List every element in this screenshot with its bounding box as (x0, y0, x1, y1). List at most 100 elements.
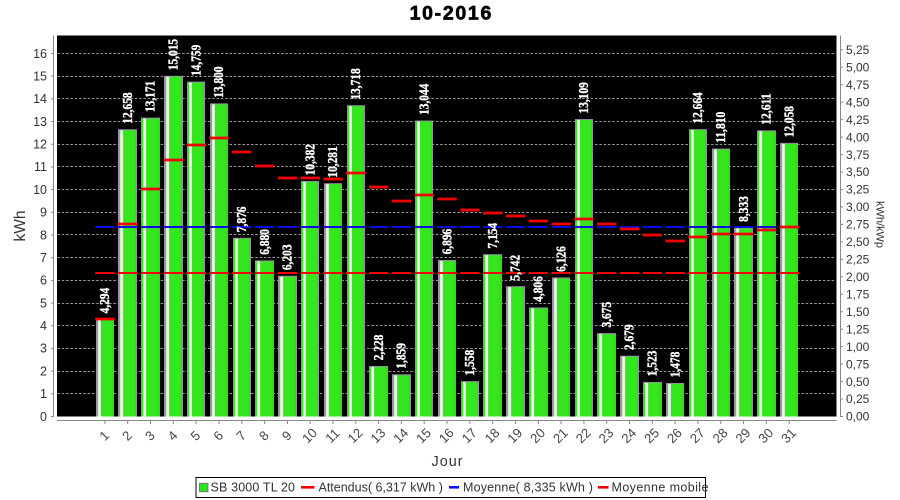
svg-text:4,294: 4,294 (97, 287, 112, 313)
svg-text:kWh/kWp: kWh/kWp (874, 201, 886, 248)
svg-text:3,75: 3,75 (846, 148, 870, 162)
svg-text:14,759: 14,759 (188, 44, 203, 76)
svg-text:15,015: 15,015 (166, 39, 181, 71)
svg-text:6: 6 (210, 428, 226, 444)
svg-text:0,50: 0,50 (846, 375, 870, 389)
svg-text:26: 26 (664, 425, 685, 446)
svg-text:3,675: 3,675 (599, 301, 614, 327)
svg-text:10,281: 10,281 (325, 146, 340, 177)
svg-text:10: 10 (299, 425, 320, 446)
svg-text:12,658: 12,658 (120, 92, 135, 124)
svg-text:12,611: 12,611 (759, 93, 774, 124)
svg-text:1: 1 (96, 428, 112, 444)
svg-text:13,718: 13,718 (348, 68, 363, 100)
svg-text:18: 18 (482, 425, 503, 446)
svg-text:kWh: kWh (12, 211, 29, 242)
svg-text:6,203: 6,203 (280, 244, 295, 270)
svg-text:25: 25 (641, 425, 662, 446)
svg-text:4,806: 4,806 (530, 276, 545, 302)
svg-text:15: 15 (413, 425, 434, 446)
svg-text:14: 14 (33, 92, 47, 106)
svg-text:1,50: 1,50 (846, 305, 870, 319)
svg-text:2: 2 (40, 364, 47, 378)
svg-text:31: 31 (778, 425, 799, 446)
svg-text:12: 12 (345, 425, 366, 446)
svg-text:5: 5 (40, 296, 47, 310)
svg-text:1,75: 1,75 (846, 288, 870, 302)
svg-text:2,25: 2,25 (846, 253, 870, 267)
svg-text:Moyenne mobile: Moyenne mobile (612, 481, 709, 495)
svg-text:4,00: 4,00 (846, 130, 870, 144)
svg-text:7: 7 (233, 428, 249, 444)
svg-text:5: 5 (188, 428, 204, 444)
svg-text:13,109: 13,109 (576, 82, 591, 114)
svg-text:1,523: 1,523 (645, 350, 660, 376)
svg-text:12,664: 12,664 (690, 92, 705, 124)
svg-text:2,228: 2,228 (371, 334, 386, 360)
svg-text:13,044: 13,044 (416, 83, 431, 115)
svg-text:3: 3 (142, 428, 158, 444)
svg-text:3,25: 3,25 (846, 183, 870, 197)
svg-text:Attendus( 6,317 kWh ): Attendus( 6,317 kWh ) (319, 481, 443, 495)
svg-text:24: 24 (618, 425, 639, 446)
svg-text:0,00: 0,00 (846, 410, 870, 424)
svg-text:27: 27 (687, 425, 708, 446)
svg-text:2,75: 2,75 (846, 218, 870, 232)
svg-text:0,25: 0,25 (846, 392, 870, 406)
svg-text:7: 7 (40, 251, 47, 265)
svg-text:22: 22 (573, 425, 594, 446)
svg-text:Jour: Jour (432, 454, 464, 470)
svg-text:29: 29 (732, 425, 753, 446)
svg-text:8: 8 (40, 228, 47, 242)
svg-text:3,50: 3,50 (846, 165, 870, 179)
svg-text:6,126: 6,126 (553, 246, 568, 272)
svg-text:10: 10 (33, 183, 47, 197)
svg-text:13,800: 13,800 (211, 66, 226, 98)
svg-text:17: 17 (459, 425, 480, 446)
svg-text:4,50: 4,50 (846, 95, 870, 109)
svg-text:3,00: 3,00 (846, 200, 870, 214)
svg-text:14: 14 (390, 425, 411, 446)
svg-text:21: 21 (550, 425, 571, 446)
svg-text:0: 0 (40, 410, 47, 424)
svg-text:1,478: 1,478 (667, 351, 682, 377)
svg-text:6: 6 (40, 274, 47, 288)
svg-text:9: 9 (40, 206, 47, 220)
svg-text:4,75: 4,75 (846, 78, 870, 92)
svg-text:Moyenne( 8,335 kWh ): Moyenne( 8,335 kWh ) (463, 481, 593, 495)
svg-text:30: 30 (755, 425, 776, 446)
svg-text:11: 11 (322, 426, 342, 446)
svg-text:1,00: 1,00 (846, 340, 870, 354)
svg-text:13,171: 13,171 (143, 81, 158, 112)
svg-text:6,896: 6,896 (439, 228, 454, 254)
svg-text:28: 28 (710, 425, 731, 446)
svg-text:11: 11 (34, 160, 47, 174)
svg-text:23: 23 (596, 425, 617, 446)
svg-text:1,25: 1,25 (846, 322, 870, 336)
svg-text:15: 15 (33, 69, 47, 83)
svg-text:12,058: 12,058 (781, 106, 796, 138)
svg-text:1,558: 1,558 (462, 349, 477, 375)
svg-text:1: 1 (40, 387, 47, 401)
svg-text:9: 9 (279, 428, 295, 444)
svg-text:10,382: 10,382 (302, 144, 317, 176)
svg-text:4,25: 4,25 (846, 113, 870, 127)
svg-text:2: 2 (119, 428, 135, 444)
svg-text:8,333: 8,333 (736, 196, 751, 222)
svg-text:16: 16 (33, 47, 47, 61)
svg-text:20: 20 (527, 425, 548, 446)
svg-text:3: 3 (40, 342, 47, 356)
svg-text:13: 13 (367, 425, 388, 446)
svg-text:4: 4 (165, 428, 181, 444)
svg-text:2,679: 2,679 (622, 324, 637, 350)
svg-text:7,876: 7,876 (234, 206, 249, 232)
svg-text:5,742: 5,742 (508, 255, 523, 281)
svg-text:SB 3000 TL 20: SB 3000 TL 20 (211, 481, 296, 495)
svg-text:10-2016: 10-2016 (410, 3, 493, 25)
svg-text:2,50: 2,50 (846, 235, 870, 249)
svg-text:7,154: 7,154 (485, 223, 500, 249)
svg-text:19: 19 (504, 425, 525, 446)
svg-text:0,75: 0,75 (846, 357, 870, 371)
svg-text:12: 12 (33, 138, 47, 152)
svg-text:1,859: 1,859 (394, 343, 409, 369)
